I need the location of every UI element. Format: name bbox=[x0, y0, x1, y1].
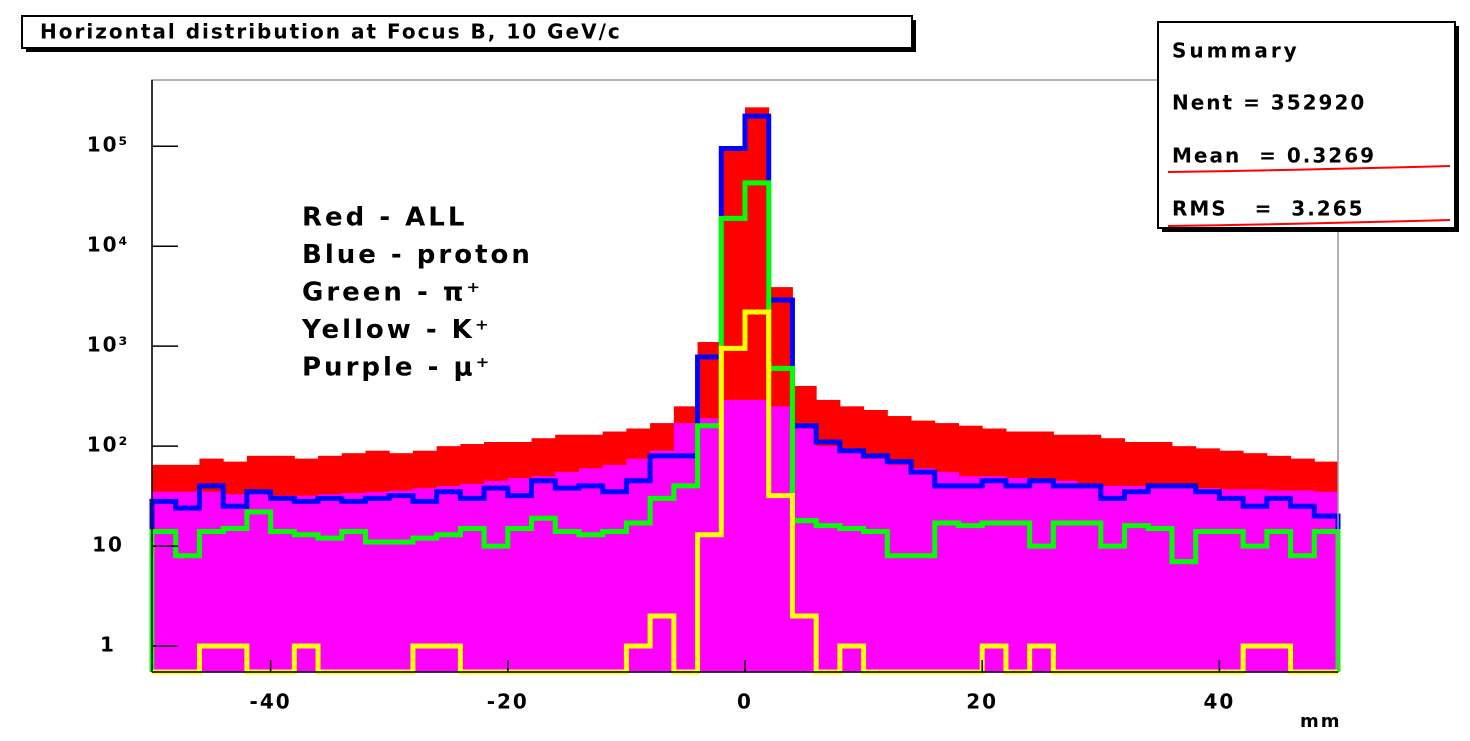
bar bbox=[1053, 480, 1078, 672]
bar bbox=[531, 476, 556, 672]
bar bbox=[745, 399, 770, 672]
bar bbox=[199, 491, 224, 672]
bar bbox=[602, 464, 627, 672]
bar bbox=[294, 495, 319, 672]
bar bbox=[389, 490, 414, 672]
bar bbox=[1314, 491, 1339, 672]
y-tick-label: 10 bbox=[92, 533, 124, 557]
bar bbox=[1100, 485, 1126, 672]
bar bbox=[1219, 489, 1244, 672]
bar bbox=[934, 472, 959, 672]
bar bbox=[175, 491, 200, 672]
bar bbox=[673, 423, 699, 672]
stats-line: Nent = 352920 bbox=[1172, 91, 1366, 115]
bar bbox=[792, 428, 817, 672]
bar bbox=[768, 406, 793, 672]
bar bbox=[484, 480, 509, 672]
bar bbox=[1243, 489, 1268, 672]
step-line bbox=[149, 180, 1341, 672]
underline bbox=[1167, 219, 1451, 227]
bar bbox=[626, 458, 651, 672]
x-tick-label: 0 bbox=[737, 690, 753, 714]
x-tick-label: -20 bbox=[487, 690, 529, 714]
bar bbox=[839, 453, 865, 672]
bar bbox=[697, 418, 722, 672]
bar bbox=[911, 468, 936, 672]
bar bbox=[816, 446, 841, 672]
bar bbox=[460, 483, 485, 672]
legend-entry: Red - ALL bbox=[302, 203, 467, 233]
bar bbox=[721, 399, 746, 672]
bar bbox=[887, 464, 912, 672]
legend-entry: Yellow - K⁺ bbox=[301, 315, 492, 345]
y-tick-label: 10⁵ bbox=[87, 133, 130, 157]
x-axis-label: mm bbox=[1300, 711, 1342, 732]
x-tick-label: 40 bbox=[1203, 690, 1235, 714]
plot-area bbox=[149, 79, 1341, 675]
stats-line: Mean = 0.3269 bbox=[1172, 144, 1376, 168]
x-tick-label: -40 bbox=[250, 690, 292, 714]
bar bbox=[958, 476, 983, 672]
bar bbox=[341, 492, 366, 672]
bar bbox=[152, 491, 177, 672]
bar bbox=[1290, 490, 1315, 672]
stats-box bbox=[1157, 21, 1456, 229]
title-box bbox=[21, 15, 913, 49]
legend-entry: Purple - μ⁺ bbox=[302, 353, 492, 383]
stats-title: Summary bbox=[1172, 39, 1300, 63]
bar bbox=[412, 488, 438, 672]
bar bbox=[1077, 483, 1102, 672]
bar bbox=[436, 485, 461, 672]
bar bbox=[507, 477, 533, 672]
y-tick-label: 10² bbox=[87, 433, 130, 457]
bar bbox=[1266, 490, 1292, 672]
bar bbox=[1005, 477, 1031, 672]
bar bbox=[318, 494, 343, 672]
bar bbox=[1171, 488, 1197, 672]
bar bbox=[1029, 480, 1054, 672]
bar bbox=[578, 468, 604, 672]
bar bbox=[1124, 485, 1149, 672]
step-line bbox=[149, 113, 1341, 672]
bar bbox=[270, 495, 295, 672]
bar bbox=[555, 472, 580, 672]
bar bbox=[365, 491, 390, 672]
x-tick-label: 20 bbox=[966, 690, 998, 714]
legend-entry: Green - π⁺ bbox=[302, 278, 483, 308]
bar bbox=[246, 494, 272, 672]
underline bbox=[1167, 165, 1451, 173]
stats-line: RMS = 3.265 bbox=[1172, 197, 1365, 221]
bar bbox=[863, 458, 888, 672]
legend-entry: Blue - proton bbox=[302, 240, 533, 270]
y-tick-label: 10³ bbox=[87, 333, 130, 357]
bar bbox=[223, 494, 248, 672]
bar bbox=[1195, 488, 1220, 672]
chart-title: Horizontal distribution at Focus B, 10 G… bbox=[40, 20, 622, 44]
bar bbox=[982, 476, 1007, 672]
y-tick-label: 1 bbox=[100, 633, 116, 657]
bar bbox=[1148, 485, 1173, 672]
y-tick-label: 10⁴ bbox=[87, 233, 130, 257]
bar bbox=[650, 450, 675, 672]
